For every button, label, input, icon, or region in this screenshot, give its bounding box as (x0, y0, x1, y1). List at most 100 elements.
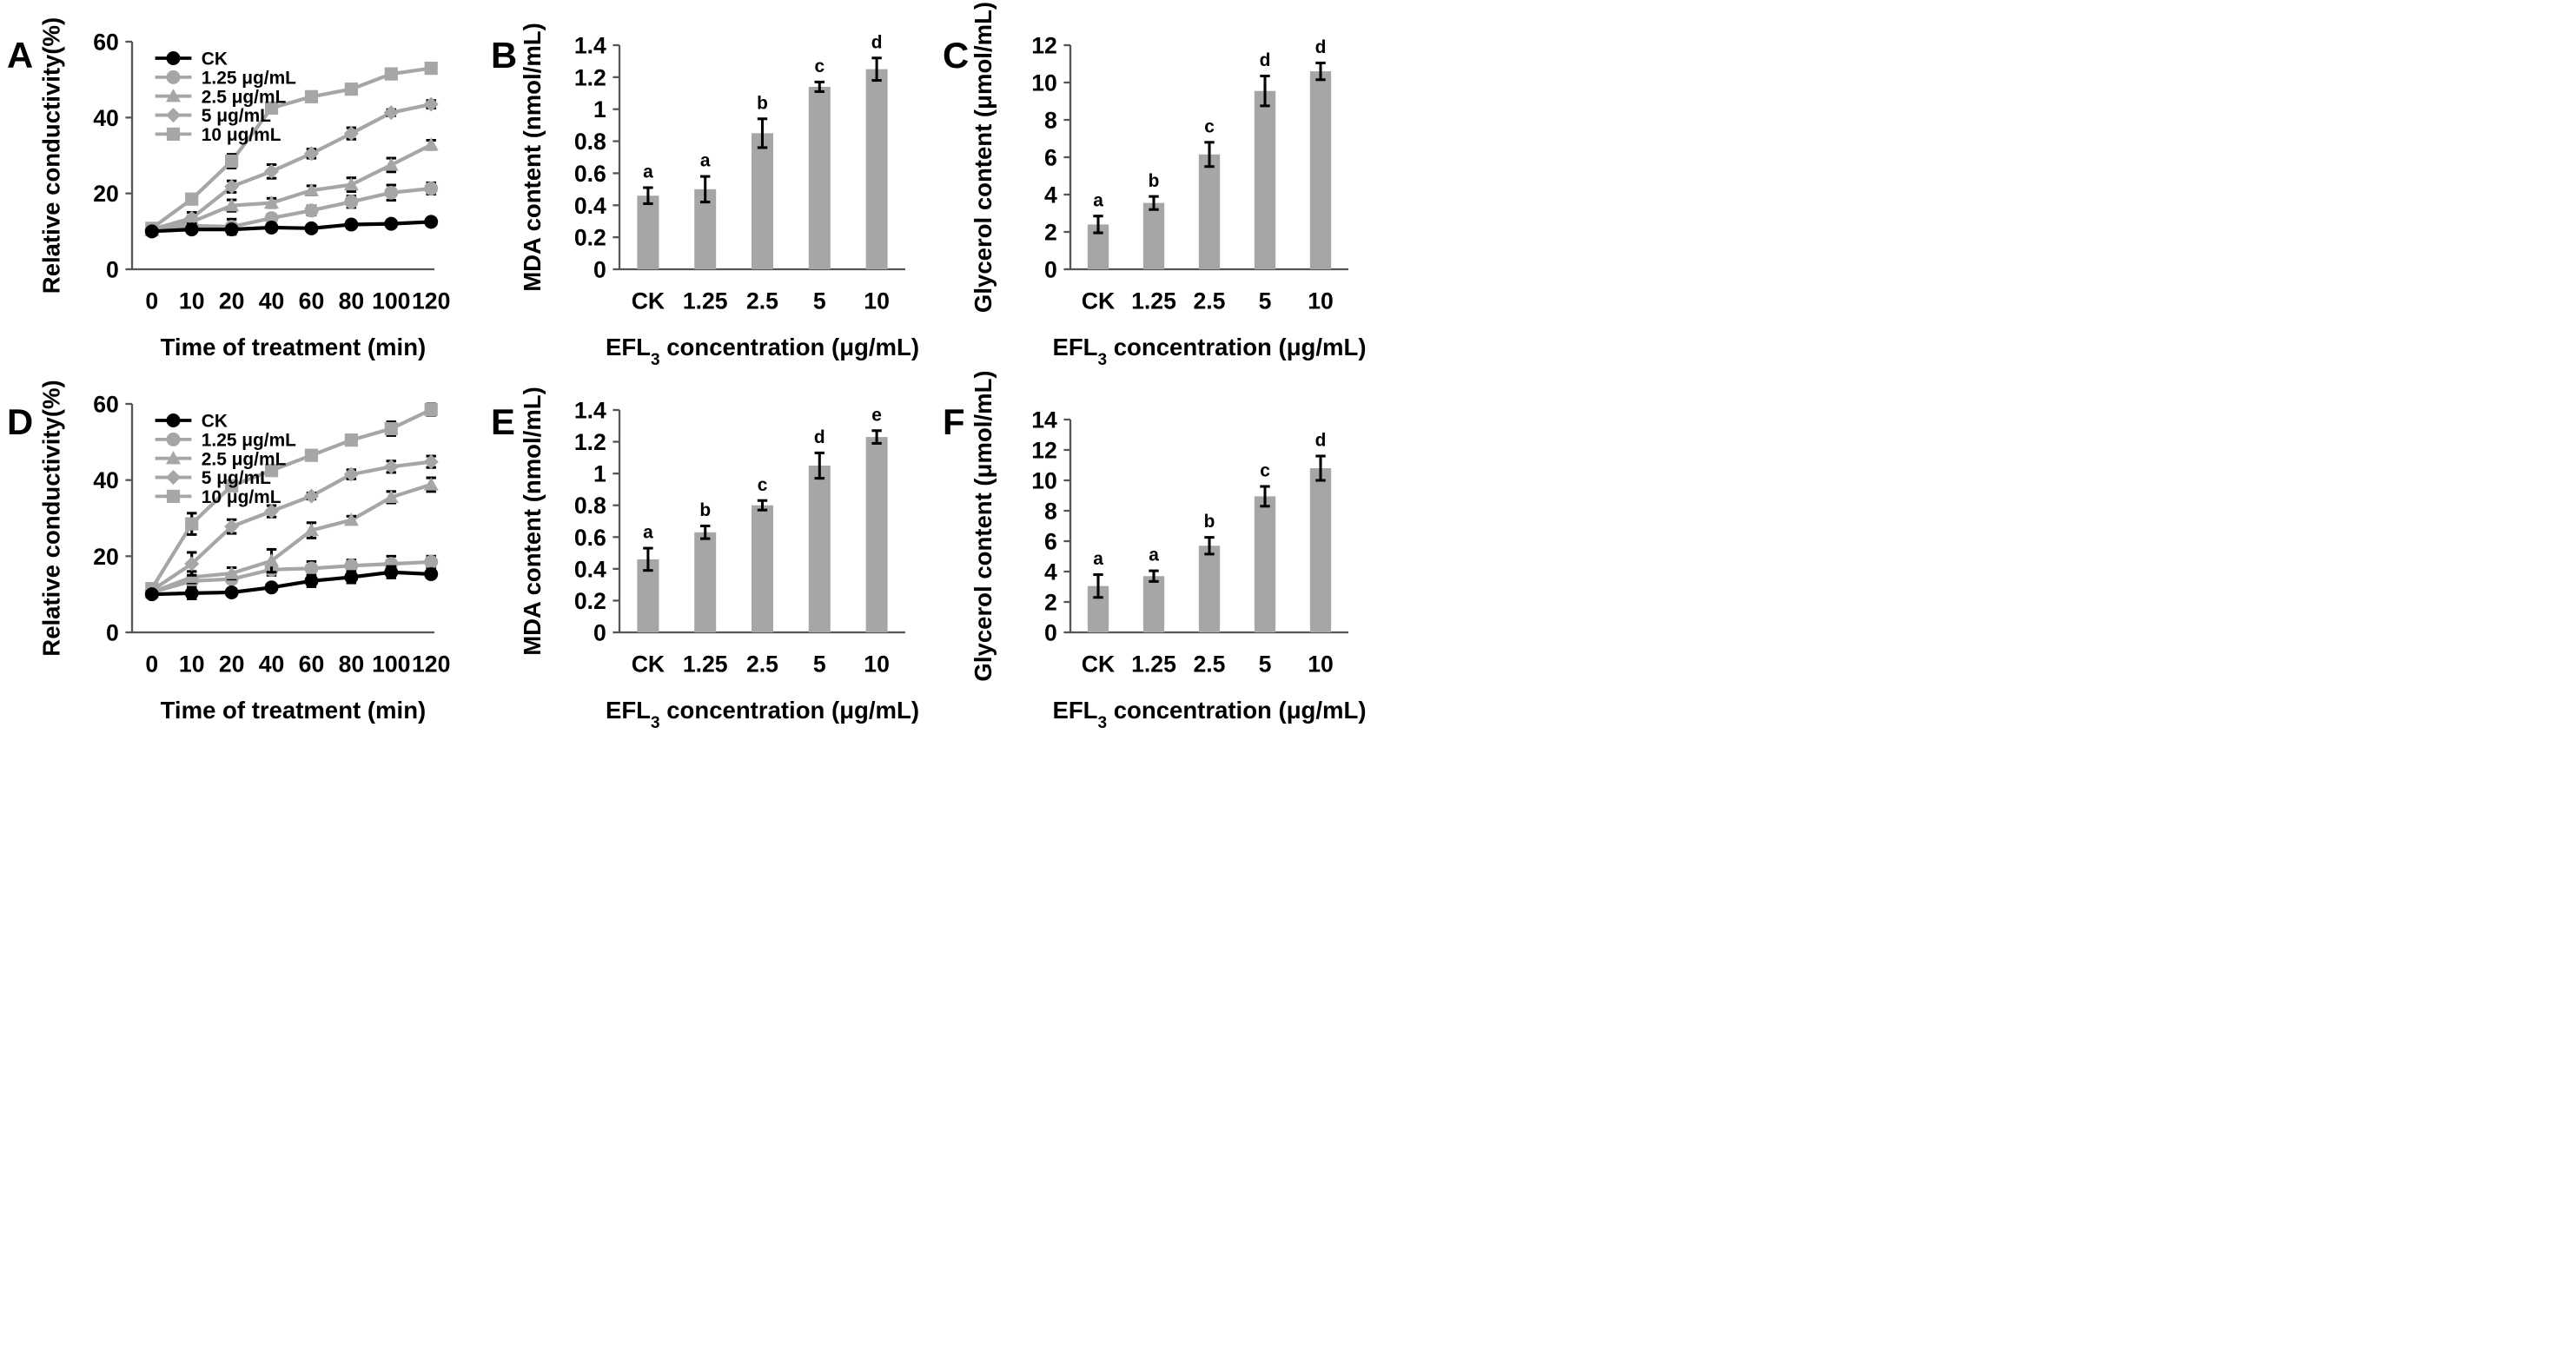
significance-letter: a (700, 151, 711, 171)
data-point (264, 211, 279, 226)
bar (808, 86, 831, 270)
data-point (185, 192, 199, 206)
data-point (423, 477, 439, 491)
y-tick-label: 1 (593, 96, 606, 122)
data-point (144, 224, 159, 239)
bar (637, 195, 659, 270)
x-axis-label-main: EFL (1052, 334, 1097, 360)
x-tick-label: 60 (299, 288, 325, 314)
legend-marker (165, 89, 182, 102)
y-tick-label: 60 (93, 30, 119, 56)
y-tick-label: 0 (593, 257, 606, 283)
data-point (224, 179, 240, 195)
bar (1254, 90, 1276, 270)
y-tick-label: 0.6 (574, 525, 606, 551)
legend-label: 10 μg/mL (202, 125, 281, 145)
panel-e: E 0 0.2 0.4 0.6 0.8 1 1.2 1.4 MDA content (nmol/m… (491, 387, 919, 731)
data-point (423, 137, 439, 151)
data-point (343, 177, 359, 191)
data-point (343, 126, 359, 142)
y-tick-label: 0.2 (574, 588, 606, 614)
x-tick-label: 10 (864, 288, 890, 314)
x-axis-label-sub: 3 (651, 350, 660, 368)
y-tick-label: 40 (93, 105, 119, 131)
y-tick-label: 12 (1031, 438, 1057, 464)
data-point (224, 198, 240, 212)
x-tick-label: CK (1082, 288, 1115, 314)
legend-label: 1.25 μg/mL (202, 68, 296, 88)
data-point (424, 402, 438, 417)
y-tick-label: 0 (1044, 257, 1057, 283)
data-point (384, 67, 398, 81)
data-point (185, 517, 199, 531)
x-tick-label: 1.25 (1131, 288, 1176, 314)
y-axis-label: Relative conductivity(%) (37, 380, 64, 656)
x-tick-label: 10 (864, 651, 890, 678)
data-point (423, 454, 439, 470)
x-tick-label: 10 (1308, 651, 1334, 678)
x-axis-label-rest: concentration (μg/mL) (1107, 697, 1366, 724)
x-tick-label: 40 (259, 651, 285, 678)
x-tick-label: 5 (1259, 288, 1272, 314)
y-axis-label: Glycerol content (μmol/mL) (970, 370, 997, 681)
y-tick-label: 2 (1044, 220, 1057, 246)
data-point (383, 105, 399, 121)
y-tick-label: 20 (93, 544, 119, 570)
bar (694, 532, 717, 633)
bar (1198, 154, 1221, 270)
data-point (303, 182, 320, 196)
legend-label: 2.5 μg/mL (202, 87, 287, 107)
significance-letter: c (758, 475, 768, 495)
x-axis-label-sub: 3 (651, 713, 660, 731)
significance-letter: d (1315, 431, 1327, 451)
significance-letter: b (1204, 512, 1215, 532)
significance-letter: b (699, 500, 711, 520)
series-2-5-g-ml (144, 476, 439, 598)
x-axis-label-rest: concentration (μg/mL) (1107, 334, 1366, 360)
x-tick-label: 20 (219, 288, 245, 314)
bar (1142, 202, 1165, 270)
panel-letter: F (943, 401, 965, 442)
y-tick-label: 0 (1044, 620, 1057, 646)
x-tick-label: 2.5 (746, 651, 778, 678)
data-point (304, 573, 319, 588)
x-tick-label: 5 (813, 651, 826, 678)
x-tick-label: 2.5 (1194, 288, 1226, 314)
data-point (224, 565, 240, 579)
y-tick-label: 0.8 (574, 493, 606, 519)
bar (751, 505, 774, 633)
y-tick-label: 0.4 (574, 556, 606, 582)
data-point (184, 556, 200, 572)
data-point (224, 222, 239, 237)
y-tick-label: 40 (93, 467, 119, 493)
y-tick-label: 1 (593, 461, 606, 487)
significance-letter: c (1204, 116, 1215, 136)
x-axis-label: Time of treatment (min) (161, 697, 427, 724)
x-tick-label: 100 (372, 651, 410, 678)
data-point (264, 101, 279, 116)
significance-letter: a (643, 162, 653, 182)
legend-label: 5 μg/mL (202, 468, 271, 488)
data-point (383, 459, 399, 474)
x-axis-label-rest: concentration (μg/mL) (660, 697, 919, 724)
y-tick-label: 1.4 (574, 398, 606, 424)
panel-letter: E (491, 401, 515, 442)
data-point (424, 215, 439, 229)
x-tick-label: 0 (145, 288, 158, 314)
y-tick-label: 10 (1031, 468, 1057, 494)
significance-letter: a (1093, 190, 1103, 210)
x-axis-label: EFL3 concentration (μg/mL) (606, 697, 919, 732)
x-tick-label: 2.5 (746, 288, 778, 314)
x-tick-label: 10 (1308, 288, 1334, 314)
data-point (304, 89, 319, 103)
panel-letter: D (7, 401, 33, 442)
data-point (384, 216, 399, 231)
y-tick-label: 1.2 (574, 64, 606, 90)
x-axis-label: EFL3 concentration (μg/mL) (1052, 697, 1366, 732)
data-point (304, 203, 319, 218)
bar (1254, 496, 1276, 633)
data-point (424, 61, 438, 76)
